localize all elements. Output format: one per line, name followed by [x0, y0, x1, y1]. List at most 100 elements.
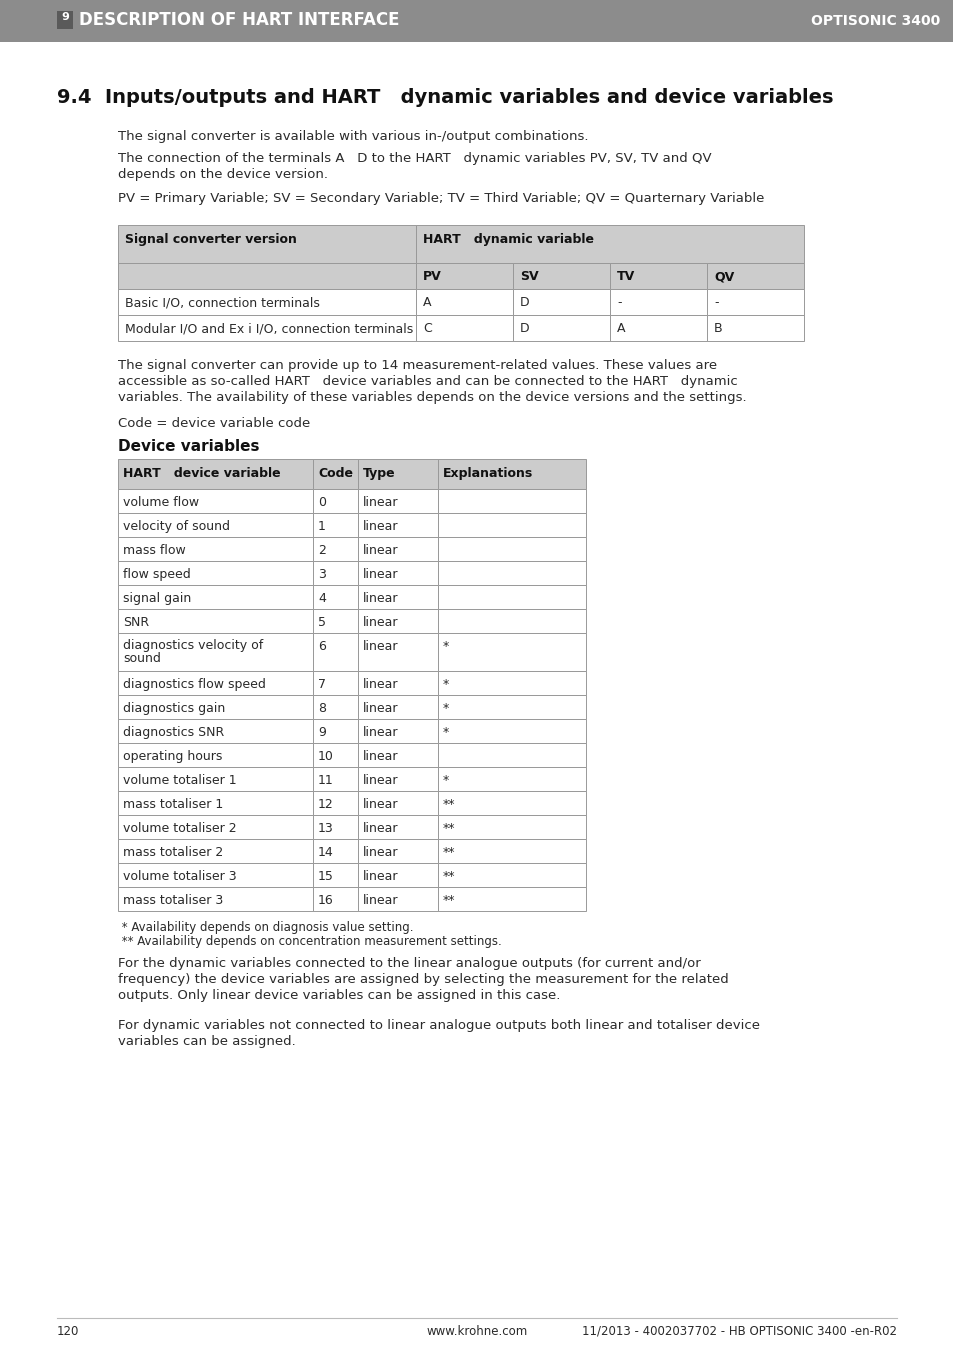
Text: Signal converter version: Signal converter version [125, 232, 296, 246]
Text: linear: linear [363, 798, 398, 811]
Bar [313, 536, 357, 561]
Text: *: * [442, 678, 449, 690]
Text: * Availability depends on diagnosis value setting.: * Availability depends on diagnosis valu… [118, 921, 413, 934]
Bar [313, 513, 357, 536]
Text: 1: 1 [317, 520, 326, 534]
Bar [706, 289, 803, 315]
Bar [416, 289, 513, 315]
Bar [609, 315, 706, 340]
Text: outputs. Only linear device variables can be assigned in this case.: outputs. Only linear device variables ca… [118, 989, 559, 1002]
Text: SV: SV [519, 270, 538, 282]
Text: PV = Primary Variable; SV = Secondary Variable; TV = Third Variable; QV = Quarte: PV = Primary Variable; SV = Secondary Va… [118, 192, 763, 205]
Text: For dynamic variables not connected to linear analogue outputs both linear and t: For dynamic variables not connected to l… [118, 1019, 760, 1032]
Bar [57, 11, 73, 28]
Text: *: * [442, 774, 449, 788]
Bar [118, 839, 313, 863]
Text: Device variables: Device variables [118, 439, 259, 454]
Bar [313, 671, 357, 694]
Text: *: * [442, 640, 449, 653]
Text: linear: linear [363, 496, 398, 509]
Text: 13: 13 [317, 821, 334, 835]
Text: linear: linear [363, 567, 398, 581]
Bar [437, 839, 585, 863]
Text: www.krohne.com: www.krohne.com [426, 1325, 527, 1337]
Text: Type: Type [363, 467, 395, 480]
Bar [118, 561, 313, 585]
Text: 6: 6 [317, 640, 326, 653]
Text: A: A [617, 322, 625, 335]
Text: 15: 15 [317, 870, 334, 884]
Bar [357, 634, 437, 671]
Text: 9: 9 [317, 725, 326, 739]
Bar [357, 815, 437, 839]
Text: Modular I/O and Ex i I/O, connection terminals: Modular I/O and Ex i I/O, connection ter… [125, 322, 413, 335]
Bar [437, 609, 585, 634]
Bar [313, 489, 357, 513]
Bar [118, 609, 313, 634]
Text: signal gain: signal gain [123, 592, 191, 605]
Text: Code = device variable code: Code = device variable code [118, 417, 310, 430]
Text: The signal converter is available with various in-/output combinations.: The signal converter is available with v… [118, 130, 588, 143]
Text: mass totaliser 2: mass totaliser 2 [123, 846, 223, 859]
Bar [313, 888, 357, 911]
Text: 14: 14 [317, 846, 334, 859]
Text: 3: 3 [317, 567, 326, 581]
Text: -: - [617, 296, 620, 309]
Text: variables can be assigned.: variables can be assigned. [118, 1035, 295, 1048]
Text: For the dynamic variables connected to the linear analogue outputs (for current : For the dynamic variables connected to t… [118, 957, 700, 970]
Bar [598, 0, 953, 42]
Bar [313, 839, 357, 863]
Text: diagnostics flow speed: diagnostics flow speed [123, 678, 266, 690]
Text: DESCRIPTION OF HART INTERFACE: DESCRIPTION OF HART INTERFACE [79, 11, 399, 28]
Text: variables. The availability of these variables depends on the device versions an: variables. The availability of these var… [118, 390, 746, 404]
Text: 7: 7 [317, 678, 326, 690]
Text: HART   dynamic variable: HART dynamic variable [422, 232, 594, 246]
Bar [118, 513, 313, 536]
Text: B: B [713, 322, 721, 335]
Text: *: * [442, 725, 449, 739]
Bar [118, 888, 313, 911]
Bar [313, 790, 357, 815]
Text: 11: 11 [317, 774, 334, 788]
Bar [437, 489, 585, 513]
Text: accessible as so-called HART   device variables and can be connected to the HART: accessible as so-called HART device vari… [118, 376, 737, 388]
Bar [118, 315, 416, 340]
Bar [118, 815, 313, 839]
Bar [357, 671, 437, 694]
Text: 16: 16 [317, 894, 334, 907]
Text: sound: sound [123, 653, 161, 665]
Bar [437, 634, 585, 671]
Bar [313, 585, 357, 609]
Bar [118, 634, 313, 671]
Bar [313, 609, 357, 634]
Text: 11/2013 - 4002037702 - HB OPTISONIC 3400 -en-R02: 11/2013 - 4002037702 - HB OPTISONIC 3400… [581, 1325, 896, 1337]
Bar [513, 315, 609, 340]
Text: linear: linear [363, 774, 398, 788]
Text: volume totaliser 1: volume totaliser 1 [123, 774, 236, 788]
Text: volume totaliser 2: volume totaliser 2 [123, 821, 236, 835]
Bar [437, 719, 585, 743]
Bar [118, 767, 313, 790]
Text: ** Availability depends on concentration measurement settings.: ** Availability depends on concentration… [118, 935, 501, 948]
Bar [357, 609, 437, 634]
Text: HART   device variable: HART device variable [123, 467, 280, 480]
Bar [118, 489, 313, 513]
Text: 120: 120 [57, 1325, 79, 1337]
Text: The signal converter can provide up to 14 measurement-related values. These valu: The signal converter can provide up to 1… [118, 359, 717, 372]
Bar [313, 767, 357, 790]
Text: linear: linear [363, 544, 398, 557]
Text: volume flow: volume flow [123, 496, 199, 509]
Text: mass totaliser 1: mass totaliser 1 [123, 798, 223, 811]
Bar [416, 315, 513, 340]
Bar [437, 694, 585, 719]
Bar [437, 790, 585, 815]
Bar [437, 888, 585, 911]
Bar [357, 839, 437, 863]
Text: PV: PV [422, 270, 441, 282]
Bar [437, 561, 585, 585]
Bar [313, 561, 357, 585]
Bar [118, 719, 313, 743]
Bar [357, 585, 437, 609]
Bar [609, 263, 706, 289]
Bar [437, 815, 585, 839]
